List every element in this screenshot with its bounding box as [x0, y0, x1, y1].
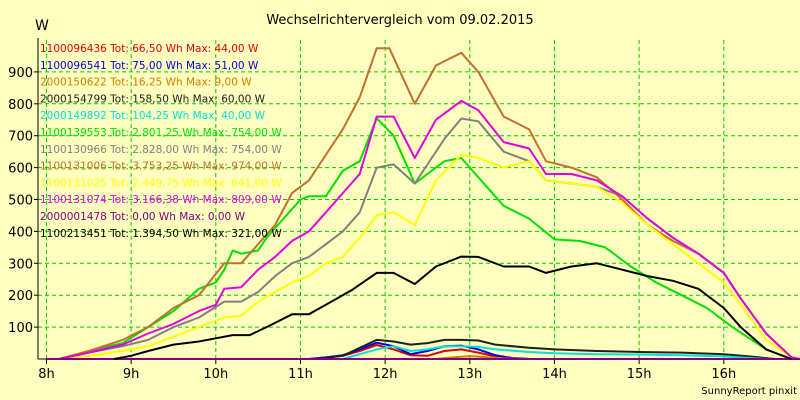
legend-entry-2: 1100096541 Tot: 75,00 Wh Max: 51,00 W: [40, 60, 259, 72]
series-line-4: [317, 338, 775, 360]
x-tick-label: 13h: [457, 367, 482, 382]
chart-title: Wechselrichtervergleich vom 09.02.2015: [266, 13, 533, 28]
legend-entry-8: 1100131006 Tot: 3.753,25 Wh Max: 974,00 …: [40, 161, 282, 173]
legend-entry-9: 1100131025 Tot: 2.449,75 Wh Max: 641,00 …: [40, 177, 282, 189]
x-tick-label: 16h: [711, 367, 736, 382]
series-lines: [46, 47, 800, 360]
y-tick-label: 800: [8, 98, 33, 113]
y-tick-label: 500: [8, 194, 33, 209]
legend-entry-3: 2000150622 Tot: 16,25 Wh Max: 9,00 W: [40, 77, 252, 89]
series-line-10: [58, 99, 800, 360]
x-tick-label: 12h: [373, 367, 398, 382]
y-tick-label: 400: [8, 225, 33, 240]
legend-entry-7: 1100130966 Tot: 2.828,00 Wh Max: 754,00 …: [40, 144, 282, 156]
y-tick-label: 700: [8, 130, 33, 145]
y-axis-unit-label: W: [35, 18, 49, 34]
legend-entry-10: 1100131074 Tot: 3.166,38 Wh Max: 809,00 …: [40, 194, 282, 206]
series-line-12: [114, 255, 792, 360]
y-tick-label: 100: [8, 321, 33, 336]
x-tick-label: 8h: [38, 367, 55, 382]
series-line-9: [59, 153, 800, 360]
legend-entry-5: 2000149892 Tot: 104,25 Wh Max: 40,00 W: [40, 110, 266, 122]
grid-lines: [38, 40, 800, 359]
series-line-8: [58, 47, 800, 360]
y-tick-label: 600: [8, 162, 33, 177]
x-tick-label: 15h: [627, 367, 652, 382]
legend: 1100096436 Tot: 66,50 Wh Max: 44,00 W 110…: [40, 43, 282, 240]
y-tick-label: 300: [8, 257, 33, 272]
x-tick-label: 10h: [203, 367, 228, 382]
legend-entry-6: 1100139553 Tot: 2.801,25 Wh Max: 754,00 …: [40, 127, 282, 139]
x-tick-label: 14h: [542, 367, 567, 382]
y-tick-label: 900: [8, 66, 33, 81]
legend-entry-11: 2000001478 Tot: 0,00 Wh Max: 0,00 W: [40, 211, 246, 223]
series-line-5: [342, 345, 767, 360]
x-tick-label: 11h: [288, 367, 313, 382]
legend-entry-4: 2000154799 Tot: 158,50 Wh Max: 60,00 W: [40, 93, 266, 105]
y-tick-label: 200: [8, 289, 33, 304]
legend-entry-12: 1100213451 Tot: 1.394,50 Wh Max: 321,00 …: [40, 228, 282, 240]
y-tick-labels: 100 200 300 400 500 600 700 800 900: [8, 66, 33, 336]
x-tick-labels: 8h 9h 10h 11h 12h 13h 14h 15h 16h: [38, 367, 736, 382]
x-tick-label: 9h: [123, 367, 140, 382]
legend-entry-1: 1100096436 Tot: 66,50 Wh Max: 44,00 W: [40, 43, 259, 55]
credit-label: SunnyReport pinxit: [701, 386, 797, 397]
series-line-6: [58, 117, 792, 360]
